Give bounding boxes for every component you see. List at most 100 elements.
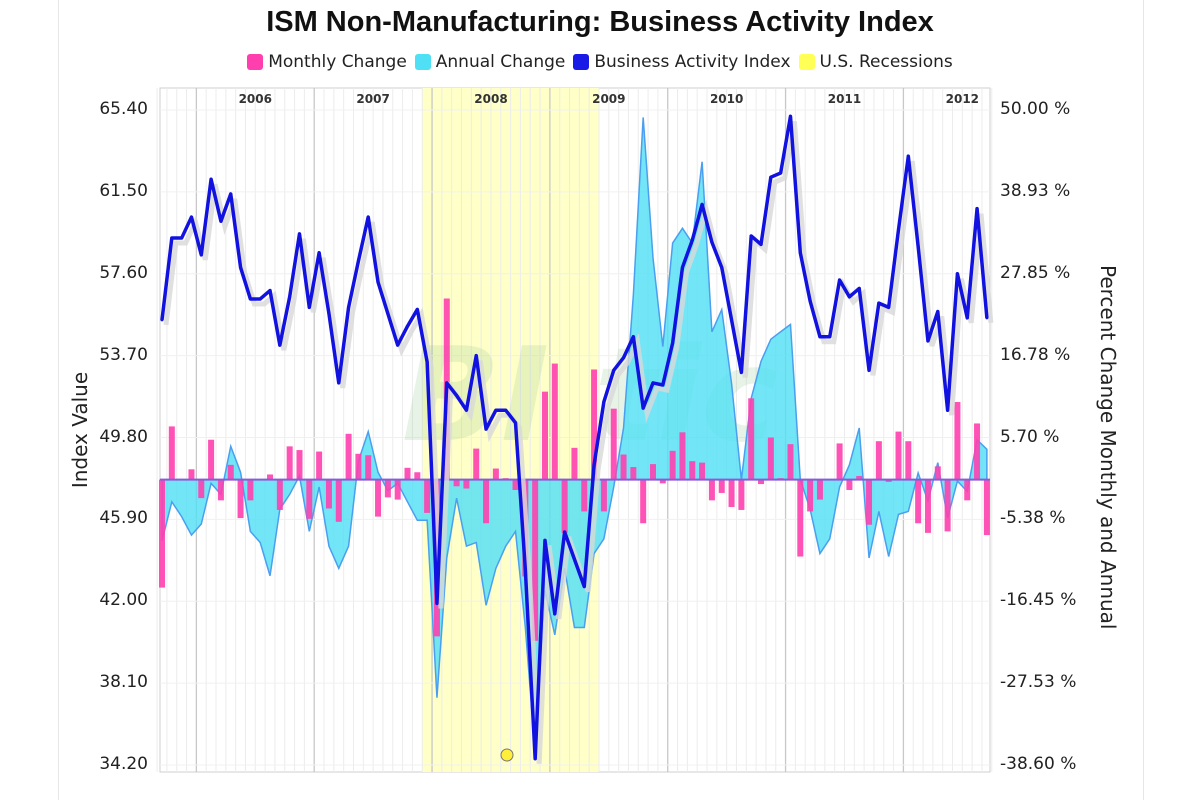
monthly-change-bar xyxy=(345,433,352,480)
index-data-point xyxy=(916,244,920,248)
monthly-change-bar xyxy=(659,479,666,484)
index-data-point xyxy=(828,335,832,339)
index-line-shadow xyxy=(163,120,994,764)
monthly-change-bar xyxy=(983,479,990,536)
index-data-point xyxy=(680,265,684,269)
y-tick-left: 42.00 xyxy=(99,590,148,611)
index-data-point xyxy=(651,381,655,385)
monthly-change-bar xyxy=(394,479,401,500)
index-data-point xyxy=(327,312,331,316)
index-data-point xyxy=(690,238,694,242)
monthly-change-bar xyxy=(600,479,607,512)
y-tick-right: -27.53 % xyxy=(1000,672,1077,693)
legend-item-us-recessions[interactable]: U.S. Recessions xyxy=(798,52,953,72)
index-data-point xyxy=(415,307,419,311)
monthly-change-bar xyxy=(669,450,676,480)
legend-item-monthly-change[interactable]: Monthly Change xyxy=(247,52,407,72)
legend-label: U.S. Recessions xyxy=(819,52,953,72)
monthly-change-bar xyxy=(453,479,460,487)
index-data-point xyxy=(838,278,842,282)
monthly-change-bar xyxy=(875,441,882,480)
y-tick-right: 50.00 % xyxy=(1000,99,1071,119)
index-data-point xyxy=(514,421,518,425)
index-data-point xyxy=(435,601,439,605)
legend-item-annual-change[interactable]: Annual Change xyxy=(414,52,566,72)
monthly-change-bar xyxy=(217,479,224,501)
index-data-point xyxy=(975,207,979,211)
index-data-point xyxy=(847,295,851,299)
index-data-point xyxy=(170,236,174,240)
monthly-change-bar xyxy=(227,464,234,480)
legend-item-business-activity-index[interactable]: Business Activity Index xyxy=(573,52,791,72)
monthly-change-bar xyxy=(895,431,902,480)
y-tick-left: 57.60 xyxy=(99,262,148,283)
y-tick-right: -5.38 % xyxy=(1000,508,1066,529)
legend: Monthly Change Annual Change Business Ac… xyxy=(0,52,1200,72)
index-data-point xyxy=(759,242,763,246)
index-data-point xyxy=(543,538,547,542)
monthly-change-bar xyxy=(512,479,519,490)
index-data-point xyxy=(867,368,871,372)
index-data-point xyxy=(906,154,910,158)
monthly-change-bar xyxy=(846,479,853,490)
index-data-point xyxy=(946,408,950,412)
index-data-point xyxy=(622,356,626,360)
legend-swatch xyxy=(798,54,815,70)
index-data-point xyxy=(955,272,959,276)
legend-label: Business Activity Index xyxy=(594,52,791,72)
index-data-point xyxy=(572,557,576,561)
index-data-point xyxy=(337,381,341,385)
monthly-change-bar xyxy=(561,479,568,533)
monthly-change-bar xyxy=(316,451,323,480)
y-tick-left: 38.10 xyxy=(99,672,148,693)
monthly-change-bar xyxy=(679,432,686,480)
index-data-point xyxy=(386,312,390,316)
index-data-point xyxy=(356,259,360,263)
index-data-point xyxy=(779,171,783,175)
y-tick-left: 49.80 xyxy=(99,426,148,447)
index-data-point xyxy=(671,341,675,345)
monthly-change-bar xyxy=(630,467,637,480)
monthly-change-bar xyxy=(198,479,205,499)
monthly-change-bar xyxy=(787,444,794,480)
index-data-point xyxy=(730,318,734,322)
year-label: 2009 xyxy=(592,92,625,106)
monthly-change-bar xyxy=(924,479,931,533)
event-flag-icon[interactable] xyxy=(500,748,514,762)
index-data-point xyxy=(985,316,989,320)
index-data-point xyxy=(189,215,193,219)
year-label: 2012 xyxy=(946,92,979,106)
index-data-point xyxy=(199,253,203,257)
monthly-change-bar xyxy=(708,479,715,501)
legend-label: Annual Change xyxy=(435,52,566,72)
index-data-point xyxy=(700,202,704,206)
year-label: 2007 xyxy=(356,92,389,106)
index-data-point xyxy=(563,530,567,534)
index-data-point xyxy=(455,394,459,398)
y-tick-right: 5.70 % xyxy=(1000,426,1060,447)
index-data-point xyxy=(877,301,881,305)
monthly-change-bar xyxy=(267,474,274,480)
index-data-point xyxy=(268,289,272,293)
y-tick-right: 38.93 % xyxy=(1000,180,1071,201)
index-data-point xyxy=(494,408,498,412)
index-data-point xyxy=(641,406,645,410)
index-data-point xyxy=(582,585,586,589)
index-data-point xyxy=(533,757,537,761)
monthly-change-bar xyxy=(335,479,342,522)
monthly-change-bar xyxy=(424,479,431,513)
index-data-point xyxy=(307,305,311,309)
index-data-point xyxy=(160,318,164,322)
index-data-point xyxy=(749,234,753,238)
monthly-change-bar xyxy=(286,446,293,480)
index-data-point xyxy=(180,236,184,240)
index-data-point xyxy=(808,299,812,303)
monthly-change-bar xyxy=(168,426,175,480)
monthly-change-bar xyxy=(954,402,961,480)
monthly-change-bar xyxy=(384,479,391,498)
index-data-point xyxy=(376,280,380,284)
index-data-point xyxy=(661,383,665,387)
monthly-change-bar xyxy=(640,479,647,524)
year-label: 2011 xyxy=(828,92,861,106)
